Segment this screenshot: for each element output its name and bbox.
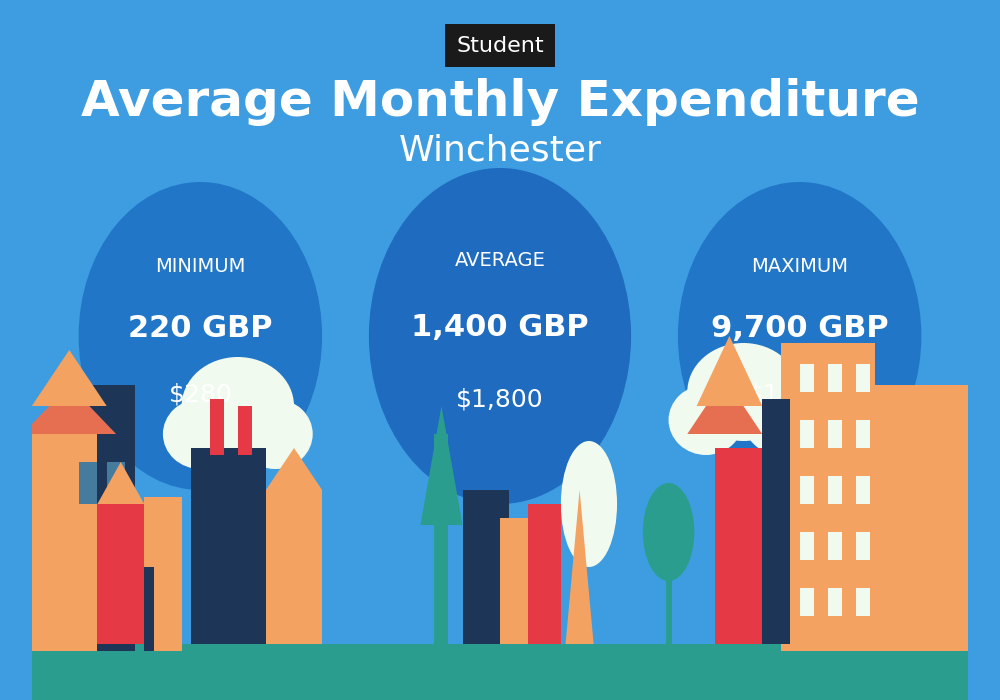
FancyBboxPatch shape	[144, 567, 154, 651]
Polygon shape	[22, 385, 116, 434]
FancyBboxPatch shape	[800, 476, 814, 504]
FancyBboxPatch shape	[800, 364, 814, 392]
Text: $1,800: $1,800	[456, 388, 544, 412]
Ellipse shape	[182, 357, 294, 455]
FancyBboxPatch shape	[875, 385, 987, 651]
Ellipse shape	[561, 441, 617, 567]
Text: MAXIMUM: MAXIMUM	[751, 257, 848, 276]
Text: 9,700 GBP: 9,700 GBP	[711, 314, 888, 343]
Polygon shape	[566, 490, 594, 644]
Text: Student: Student	[456, 36, 544, 55]
Polygon shape	[97, 462, 144, 504]
Ellipse shape	[743, 385, 818, 455]
FancyBboxPatch shape	[434, 434, 448, 644]
FancyBboxPatch shape	[107, 462, 125, 504]
FancyBboxPatch shape	[500, 518, 537, 644]
FancyBboxPatch shape	[266, 490, 322, 644]
FancyBboxPatch shape	[762, 399, 790, 644]
FancyBboxPatch shape	[856, 364, 870, 392]
Polygon shape	[697, 336, 762, 406]
FancyBboxPatch shape	[191, 448, 266, 644]
Polygon shape	[266, 448, 322, 490]
Ellipse shape	[669, 385, 743, 455]
FancyBboxPatch shape	[828, 532, 842, 560]
Text: $12,000: $12,000	[748, 382, 851, 407]
Ellipse shape	[678, 182, 921, 490]
Polygon shape	[687, 378, 762, 434]
Text: Average Monthly Expenditure: Average Monthly Expenditure	[81, 78, 919, 125]
Text: AVERAGE: AVERAGE	[455, 251, 545, 270]
FancyBboxPatch shape	[238, 406, 252, 455]
FancyBboxPatch shape	[781, 343, 875, 651]
Polygon shape	[420, 406, 463, 525]
FancyBboxPatch shape	[856, 476, 870, 504]
FancyBboxPatch shape	[856, 420, 870, 448]
FancyBboxPatch shape	[828, 588, 842, 616]
FancyBboxPatch shape	[32, 644, 968, 700]
FancyBboxPatch shape	[715, 448, 772, 644]
FancyBboxPatch shape	[800, 420, 814, 448]
FancyBboxPatch shape	[856, 532, 870, 560]
FancyBboxPatch shape	[79, 462, 97, 504]
FancyBboxPatch shape	[856, 588, 870, 616]
FancyBboxPatch shape	[828, 420, 842, 448]
FancyBboxPatch shape	[528, 504, 561, 644]
Ellipse shape	[643, 483, 694, 581]
Ellipse shape	[687, 343, 800, 441]
FancyBboxPatch shape	[800, 588, 814, 616]
Text: 1,400 GBP: 1,400 GBP	[411, 313, 589, 342]
Text: 220 GBP: 220 GBP	[128, 314, 273, 343]
FancyBboxPatch shape	[144, 497, 182, 651]
Text: 🇬🇧: 🇬🇧	[467, 183, 533, 237]
FancyBboxPatch shape	[210, 399, 224, 455]
Ellipse shape	[163, 399, 238, 469]
Ellipse shape	[79, 182, 322, 490]
Text: MINIMUM: MINIMUM	[155, 257, 246, 276]
FancyBboxPatch shape	[828, 364, 842, 392]
FancyBboxPatch shape	[828, 476, 842, 504]
Text: Winchester: Winchester	[399, 134, 601, 167]
FancyBboxPatch shape	[666, 560, 672, 644]
FancyBboxPatch shape	[463, 490, 509, 644]
Ellipse shape	[369, 168, 631, 504]
Ellipse shape	[238, 399, 313, 469]
FancyBboxPatch shape	[97, 504, 144, 644]
Polygon shape	[32, 350, 107, 406]
FancyBboxPatch shape	[69, 385, 135, 651]
Text: $280: $280	[168, 382, 232, 407]
FancyBboxPatch shape	[22, 427, 97, 651]
FancyBboxPatch shape	[800, 532, 814, 560]
